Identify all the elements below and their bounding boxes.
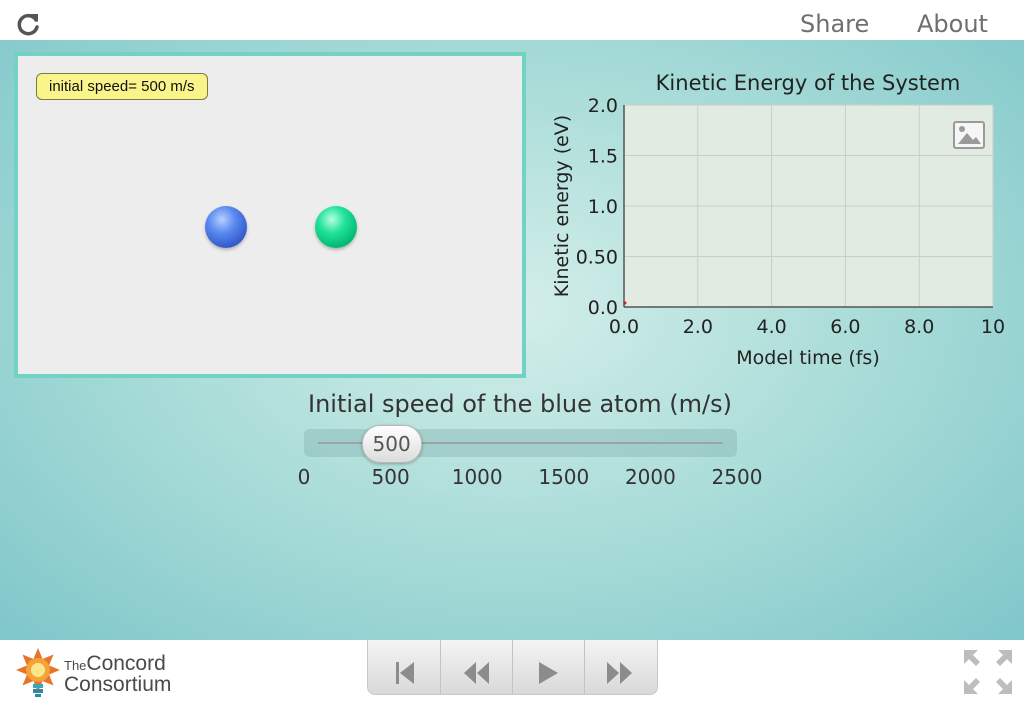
play-button[interactable] <box>512 640 585 694</box>
top-bar: Share About <box>0 0 1024 41</box>
reset-button[interactable] <box>368 640 441 694</box>
bottom-bar: TheConcord Consortium <box>0 640 1024 706</box>
step-forward-button[interactable] <box>584 640 656 694</box>
slider-tick-label: 2500 <box>711 465 763 489</box>
x-tick-label: 2.0 <box>683 316 713 338</box>
slider-handle[interactable]: 500 <box>361 425 422 463</box>
playback-controls <box>367 640 658 695</box>
x-tick-label: 10 <box>981 316 1005 338</box>
y-tick-label: 1.5 <box>588 146 618 168</box>
logo-text: TheConcord Consortium <box>64 652 172 696</box>
step-back-button[interactable] <box>440 640 513 694</box>
about-link[interactable]: About <box>917 10 988 38</box>
slider-line <box>318 442 723 444</box>
skip-to-start-icon <box>396 662 414 684</box>
x-axis-label: Model time (fs) <box>736 347 879 369</box>
slider-tick-label: 1000 <box>451 465 503 489</box>
logo-the: The <box>64 658 87 673</box>
y-tick-label: 0.50 <box>576 247 618 269</box>
play-icon <box>539 662 558 684</box>
fast-forward-icon <box>607 662 632 684</box>
molecular-model-view[interactable]: initial speed= 500 m/s <box>14 52 526 378</box>
slider-tick-label: 0 <box>297 465 311 489</box>
x-tick-label: 8.0 <box>904 316 934 338</box>
x-tick-label: 0.0 <box>609 316 639 338</box>
blue-atom[interactable] <box>205 206 247 248</box>
y-tick-label: 2.0 <box>588 95 618 117</box>
initial-speed-label: initial speed= 500 m/s <box>36 73 208 100</box>
snapshot-icon[interactable] <box>953 121 985 149</box>
logo-line2: Consortium <box>64 673 172 696</box>
slider-tick-label: 2000 <box>624 465 676 489</box>
lightbulb-logo-icon <box>16 648 60 697</box>
kinetic-energy-graph: 0.0 2.0 4.0 6.0 8.0 10 0.0 0.50 1.0 1.5 2.0 Kinetic… <box>540 60 1024 400</box>
slider-title: Initial speed of the blue atom (m/s) <box>308 390 732 418</box>
speed-slider[interactable]: 500 <box>304 425 737 463</box>
x-tick-label: 4.0 <box>756 316 786 338</box>
fullscreen-icon[interactable] <box>962 648 1014 696</box>
concord-consortium-logo[interactable]: TheConcord Consortium <box>14 646 194 700</box>
y-axis-label: Kinetic energy (eV) <box>551 115 573 297</box>
data-point <box>623 301 627 305</box>
share-link[interactable]: Share <box>800 10 870 38</box>
slider-tick-label: 500 <box>371 465 410 489</box>
interactive-stage: initial speed= 500 m/s 0.0 2.0 4.0 6.0 8.0 10… <box>0 40 1024 640</box>
green-atom[interactable] <box>315 206 357 248</box>
rewind-icon <box>464 662 489 684</box>
y-tick-label: 1.0 <box>588 196 618 218</box>
slider-tick-label: 1500 <box>538 465 590 489</box>
chart-title: Kinetic Energy of the System <box>656 71 961 95</box>
logo-line1: Concord <box>86 652 166 675</box>
kinetic-energy-chart: 0.0 2.0 4.0 6.0 8.0 10 0.0 0.50 1.0 1.5 2.0 Kinetic… <box>551 71 1005 369</box>
reload-icon[interactable] <box>14 10 42 38</box>
x-tick-label: 6.0 <box>830 316 860 338</box>
y-tick-label: 0.0 <box>588 297 618 319</box>
